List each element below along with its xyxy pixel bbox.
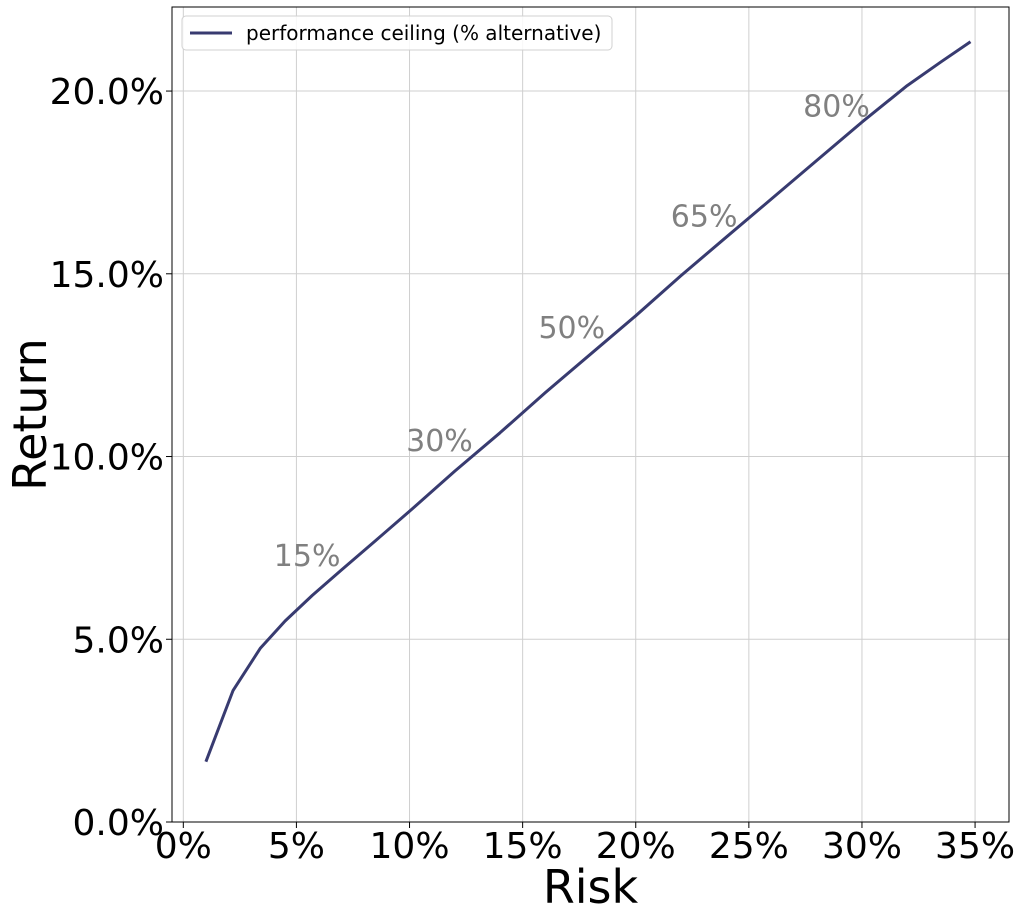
x-tick-label: 20% [596, 826, 676, 867]
x-axis-title: Risk [543, 860, 639, 914]
x-tick-label: 5% [268, 826, 325, 867]
annotation-label: 30% [406, 424, 473, 459]
x-tick-label: 25% [709, 826, 789, 867]
annotation-label: 80% [803, 90, 870, 125]
plot-frame [171, 6, 1010, 823]
x-tick-label: 30% [822, 826, 902, 867]
x-tick-label: 15% [483, 826, 563, 867]
series-layer [204, 40, 972, 763]
legend: performance ceiling (% alternative) [181, 15, 613, 51]
x-tick-label: 10% [370, 826, 450, 867]
y-tick-label: 0.0% [73, 803, 164, 844]
legend-label: performance ceiling (% alternative) [246, 21, 601, 45]
x-axis: 0% 5% 10% 15% 20% 25% 30% 35% [155, 822, 1015, 867]
y-tick-label: 10.0% [50, 438, 164, 479]
legend-box [181, 15, 613, 51]
y-axis-title: Return [3, 338, 57, 491]
annotation-label: 15% [274, 539, 341, 574]
x-tick-label: 0% [155, 826, 212, 867]
grid [172, 7, 1009, 823]
series-line [204, 40, 972, 763]
x-tick-label: 35% [935, 826, 1015, 867]
y-tick-label: 15.0% [50, 255, 164, 296]
annotation-label: 65% [671, 199, 738, 234]
annotation-label: 50% [538, 311, 605, 346]
y-tick-label: 5.0% [73, 620, 164, 661]
y-axis: 0.0% 5.0% 10.0% 15.0% 20.0% [50, 72, 172, 844]
y-tick-label: 20.0% [50, 72, 164, 113]
annotations: 15% 30% 50% 65% 80% [274, 90, 870, 575]
